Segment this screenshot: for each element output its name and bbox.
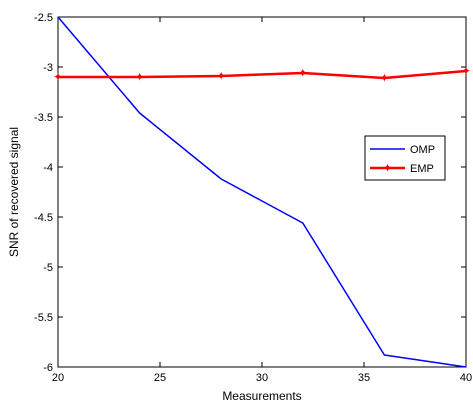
series-point-emp: ✦ bbox=[135, 70, 145, 84]
x-tick-label: 30 bbox=[256, 372, 268, 384]
y-axis-label: SNR of recovered signal bbox=[7, 127, 21, 257]
x-tick-label: 20 bbox=[52, 372, 64, 384]
series-point-emp: ✦ bbox=[53, 70, 63, 84]
y-tick-label: -5 bbox=[43, 262, 53, 274]
series-point-emp: ✦ bbox=[216, 69, 226, 83]
x-axis-label: Measurements bbox=[222, 389, 301, 403]
x-tick-label: 25 bbox=[154, 372, 166, 384]
series-line-omp bbox=[57, 16, 467, 368]
series-point-emp: ✦ bbox=[298, 66, 308, 80]
x-tick-label: 35 bbox=[358, 372, 370, 384]
x-tick-label: 40 bbox=[460, 372, 472, 384]
legend-omp-label: OMP bbox=[410, 144, 435, 156]
y-tick-label: -4.5 bbox=[34, 212, 53, 224]
series-line-emp bbox=[58, 69, 467, 80]
legend-emp-marker: ✦ bbox=[382, 161, 392, 175]
plot-area bbox=[57, 16, 467, 368]
legend: OMP ✦ EMP bbox=[364, 135, 446, 181]
y-tick-label: -6 bbox=[43, 362, 53, 374]
y-tick-label: -4 bbox=[43, 162, 53, 174]
y-tick-label: -2.5 bbox=[34, 12, 53, 24]
y-tick-label: -5.5 bbox=[34, 312, 53, 324]
y-tick-label: -3.5 bbox=[34, 112, 53, 124]
series-point-emp: ✦ bbox=[379, 71, 389, 85]
series-point-emp: ✦ bbox=[461, 64, 471, 78]
y-tick-label: -3 bbox=[43, 62, 53, 74]
axis-ticks: 20 25 30 35 40 -2.5 -3 -3.5 -4 -4.5 -5 -5.5 -6 bbox=[34, 12, 472, 384]
series-lines: ✦ ✦ ✦ ✦ ✦ ✦ bbox=[53, 16, 471, 368]
legend-box bbox=[364, 135, 446, 181]
legend-emp-label: EMP bbox=[410, 163, 434, 175]
